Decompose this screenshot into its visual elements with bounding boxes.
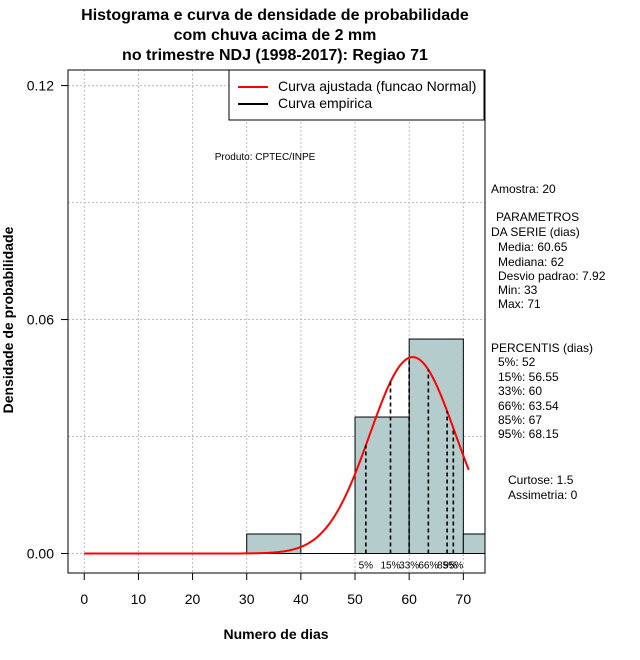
x-tick-label: 50 (347, 591, 363, 607)
legend-label-empirical: Curva empirica (278, 95, 372, 111)
percentil-5: 5%: 52 (498, 355, 536, 369)
legend-label-normal: Curva ajustada (funcao Normal) (278, 78, 476, 94)
x-axis-label: Numero de dias (223, 626, 328, 642)
percentile-label: 33% (399, 561, 419, 572)
chart-title-line-1: Histograma e curva de densidade de proba… (81, 7, 469, 24)
curtose: Curtose: 1.5 (508, 473, 574, 487)
percentil-95: 95%: 68.15 (498, 427, 559, 441)
histogram-bar (408, 338, 464, 555)
y-tick-label: 0.06 (27, 312, 54, 328)
percentile-label: 85% (437, 561, 457, 572)
percentile-label: 5% (359, 561, 374, 572)
param-media: Media: 60.65 (498, 240, 568, 254)
bars-layer (84, 338, 486, 555)
percentil-85: 85%: 67 (498, 413, 543, 427)
chart-title-line-3: no trimestre NDJ (1998-2017): Regiao 71 (122, 47, 428, 64)
histogram-bar (354, 416, 410, 555)
param-max: Max: 71 (498, 297, 541, 311)
x-tick-label: 20 (185, 591, 201, 607)
param-desvio: Desvio padrao: 7.92 (498, 269, 606, 283)
x-tick-label: 0 (80, 591, 88, 607)
percentil-15: 15%: 56.55 (498, 370, 559, 384)
params-heading-1: PARAMETROS (496, 210, 580, 224)
x-tick-label: 60 (401, 591, 417, 607)
percentis-heading: PERCENTIS (dias) (491, 341, 594, 355)
x-tick-label: 30 (239, 591, 255, 607)
axes-layer: 0 10 20 30 40 50 60 70 0.00 0.06 0.12 (27, 78, 472, 607)
sample-size: Amostra: 20 (491, 182, 556, 196)
y-axis-label: Densidade de probabilidade (0, 226, 16, 413)
x-tick-label: 40 (293, 591, 309, 607)
percentile-layer: 5% 15%33% 66%85%95% (359, 357, 463, 572)
x-tick-label: 70 (456, 591, 472, 607)
percentil-66: 66%: 63.54 (498, 399, 559, 413)
y-tick-label: 0.12 (27, 78, 54, 94)
curve-layer (84, 356, 470, 555)
param-mediana: Mediana: 62 (498, 255, 565, 269)
legend: Curva ajustada (funcao Normal) Curva emp… (228, 69, 485, 121)
percentile-label: 66% (418, 561, 438, 572)
percentile-label: 15% (380, 561, 400, 572)
y-tick-label: 0.00 (27, 546, 54, 562)
histogram-bar (462, 533, 486, 555)
credit-text: Produto: CPTEC/INPE (215, 152, 316, 163)
params-heading-2: DA SERIE (dias) (491, 225, 580, 239)
legend-box (228, 69, 485, 121)
normal-fit-curve (84, 356, 470, 555)
percentil-33: 33%: 60 (498, 384, 543, 398)
chart-title-line-2: com chuva acima de 2 mm (173, 27, 377, 44)
x-tick-label: 10 (131, 591, 147, 607)
percentile-label: 95% (443, 561, 463, 572)
param-min: Min: 33 (498, 283, 538, 297)
assimetria: Assimetria: 0 (508, 488, 578, 502)
